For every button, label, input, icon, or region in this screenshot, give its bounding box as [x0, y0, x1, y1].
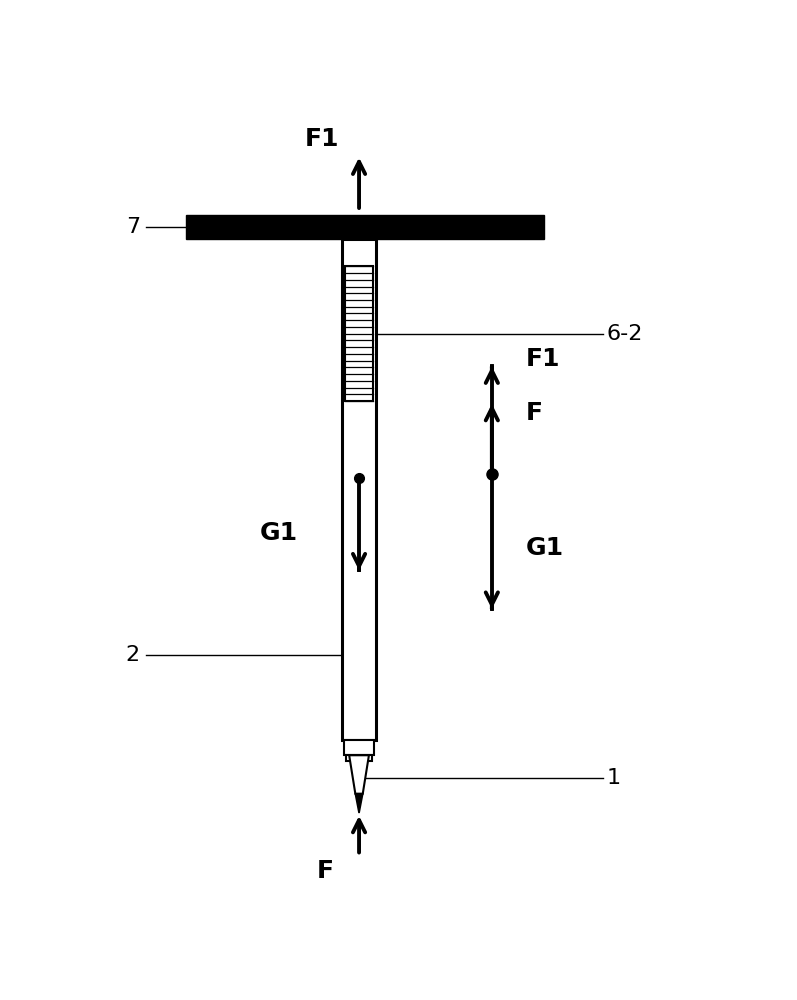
- Bar: [344, 740, 374, 755]
- Text: F1: F1: [304, 127, 340, 151]
- Text: 1: 1: [606, 768, 620, 788]
- Text: G1: G1: [526, 536, 564, 560]
- Bar: [186, 215, 544, 239]
- Text: 7: 7: [126, 217, 139, 237]
- Bar: [345, 266, 373, 401]
- Text: 6-2: 6-2: [606, 324, 642, 344]
- Polygon shape: [355, 794, 363, 813]
- Bar: [346, 755, 372, 761]
- Text: G1: G1: [260, 521, 298, 545]
- Text: F1: F1: [526, 347, 560, 371]
- Text: 2: 2: [126, 645, 139, 665]
- Text: F: F: [316, 859, 334, 883]
- Bar: [342, 239, 376, 740]
- Polygon shape: [349, 755, 369, 794]
- Text: F: F: [526, 401, 543, 425]
